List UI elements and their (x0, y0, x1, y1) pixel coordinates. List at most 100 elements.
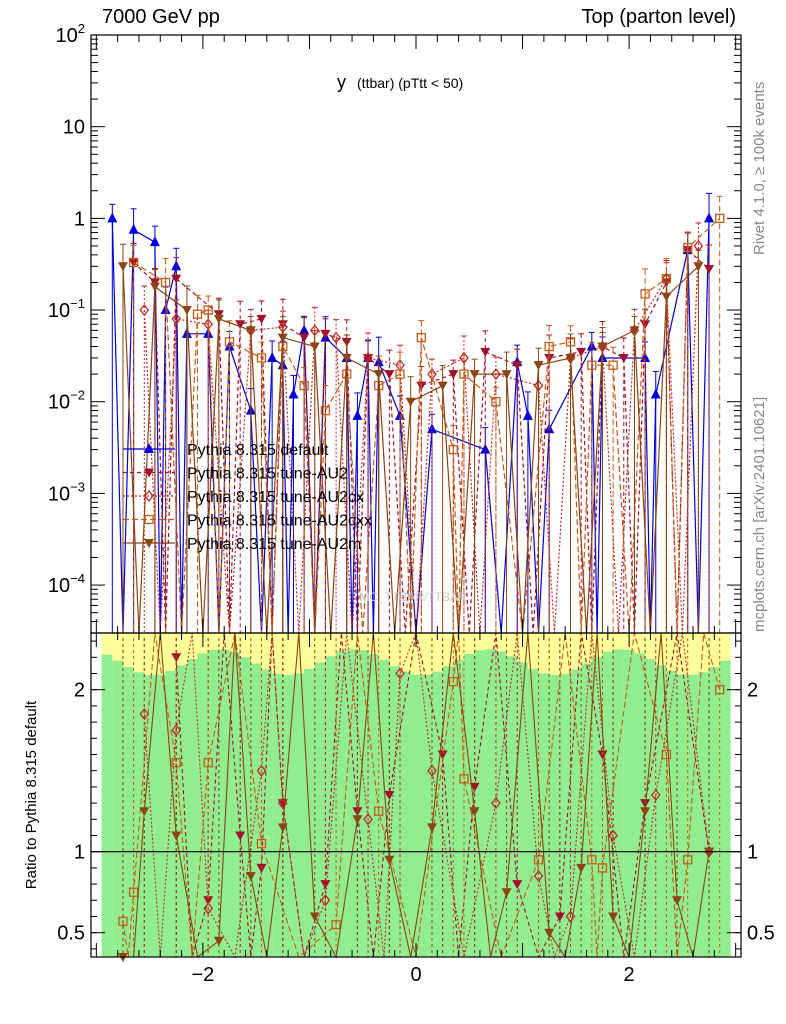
ratio-point (533, 855, 544, 865)
ratio-point (501, 888, 512, 898)
data-point (139, 303, 150, 317)
ratio-point (277, 823, 288, 833)
data-point (395, 369, 405, 379)
ratio-point (544, 928, 555, 938)
ratio-band-inner (282, 675, 294, 957)
ratio-y-tick-label: 2 (74, 680, 85, 702)
data-point (693, 262, 704, 272)
data-point (171, 274, 182, 284)
data-point (491, 397, 501, 407)
data-point (704, 212, 715, 223)
ratio-point (213, 936, 224, 946)
ratio-band-inner (400, 671, 411, 957)
data-point (149, 236, 160, 247)
ratio-band-inner (453, 659, 465, 957)
data-point (373, 370, 384, 380)
ratio-point (469, 807, 480, 817)
ratio-point (640, 799, 651, 809)
ratio-band-inner (559, 673, 571, 957)
data-point (299, 380, 309, 391)
ratio-band-inner (176, 665, 188, 957)
ratio-band-inner (581, 663, 593, 957)
data-point (299, 333, 310, 343)
data-point (235, 320, 246, 330)
ratio-band-inner (325, 656, 337, 957)
ratio-band-inner (463, 654, 475, 957)
ratio-point (587, 855, 597, 865)
ratio-band-inner (133, 672, 145, 957)
data-point (149, 282, 160, 292)
ratio-point (576, 863, 587, 873)
data-point (512, 361, 523, 371)
ratio-point (426, 823, 437, 833)
data-point (640, 289, 650, 299)
ratio-band-inner (719, 660, 731, 957)
ratio-point (512, 880, 523, 890)
legend-label: Pythia 8.315 default (187, 442, 329, 459)
legend-marker (144, 468, 154, 478)
ratio-band-inner (336, 651, 348, 957)
legend-marker (144, 539, 154, 548)
ratio-point (352, 815, 363, 825)
data-point (320, 405, 331, 416)
data-point (427, 368, 437, 381)
y-tick-label: 10 (63, 117, 85, 139)
ratio-point (309, 912, 320, 922)
ratio-band-inner (368, 654, 380, 957)
data-point (331, 331, 341, 344)
ratio-band-inner (154, 674, 166, 957)
ratio-band-inner (506, 656, 518, 957)
ratio-point (427, 764, 437, 777)
ratio-y-tick-label-right: 0.5 (747, 923, 775, 945)
data-point (629, 326, 640, 336)
header-left: 7000 GeV pp (102, 6, 220, 28)
data-point (363, 351, 373, 365)
data-point (192, 309, 203, 319)
ratio-band-inner (112, 660, 124, 957)
data-point (618, 353, 629, 363)
ratio-band-inner (677, 674, 689, 957)
ratio-band-inner (101, 654, 113, 957)
header-right: Top (parton level) (581, 6, 736, 28)
data-point (320, 329, 331, 339)
plot-title-main: y (337, 72, 346, 92)
data-point (117, 262, 128, 272)
axes: 10−4 10−3 10−2 10−1 1 10 102 0.5 0.5 1 1 2 2 −2 0 2 (48, 21, 775, 986)
ratio-point (203, 902, 214, 915)
data-point (533, 361, 544, 371)
legend-marker (144, 489, 154, 503)
ratio-point (459, 774, 469, 784)
data-point (501, 370, 512, 380)
ratio-band-inner (474, 650, 486, 957)
ratio-band-inner (357, 650, 369, 957)
ratio-band-inner (197, 653, 209, 957)
ratio-band-inner (591, 657, 603, 957)
y-tick-label: 1 (74, 208, 85, 230)
legend-marker (144, 443, 154, 453)
ratio-band-inner (218, 649, 230, 957)
ratio-point (374, 806, 384, 816)
ratio-band-inner (517, 662, 529, 957)
legend: Pythia 8.315 default Pythia 8.315 tune-AU… (123, 442, 372, 553)
ratio-point (683, 855, 693, 865)
ratio-band-inner (709, 667, 720, 957)
data-point (203, 305, 213, 315)
data-point (469, 370, 480, 380)
ratio-point (554, 912, 565, 922)
data-point (459, 351, 469, 365)
ratio-point (352, 807, 363, 817)
ratio-band-inner (144, 674, 156, 957)
ratio-band-inner (655, 665, 667, 957)
data-point (160, 277, 171, 288)
legend-label: Pythia 8.315 tune-AU2 (187, 466, 348, 483)
data-point (352, 409, 363, 420)
data-point (213, 314, 224, 324)
ratio-point (363, 813, 373, 826)
data-point (181, 306, 192, 316)
ratio-band-inner (293, 673, 305, 957)
x-tick-label: 0 (410, 964, 421, 986)
watermark: MC_TTBAR/TTBAR (359, 590, 467, 604)
data-point (565, 353, 576, 363)
legend-label: Pythia 8.315 tune-AU2cxx (187, 513, 372, 530)
ratio-band-inner (421, 674, 433, 957)
